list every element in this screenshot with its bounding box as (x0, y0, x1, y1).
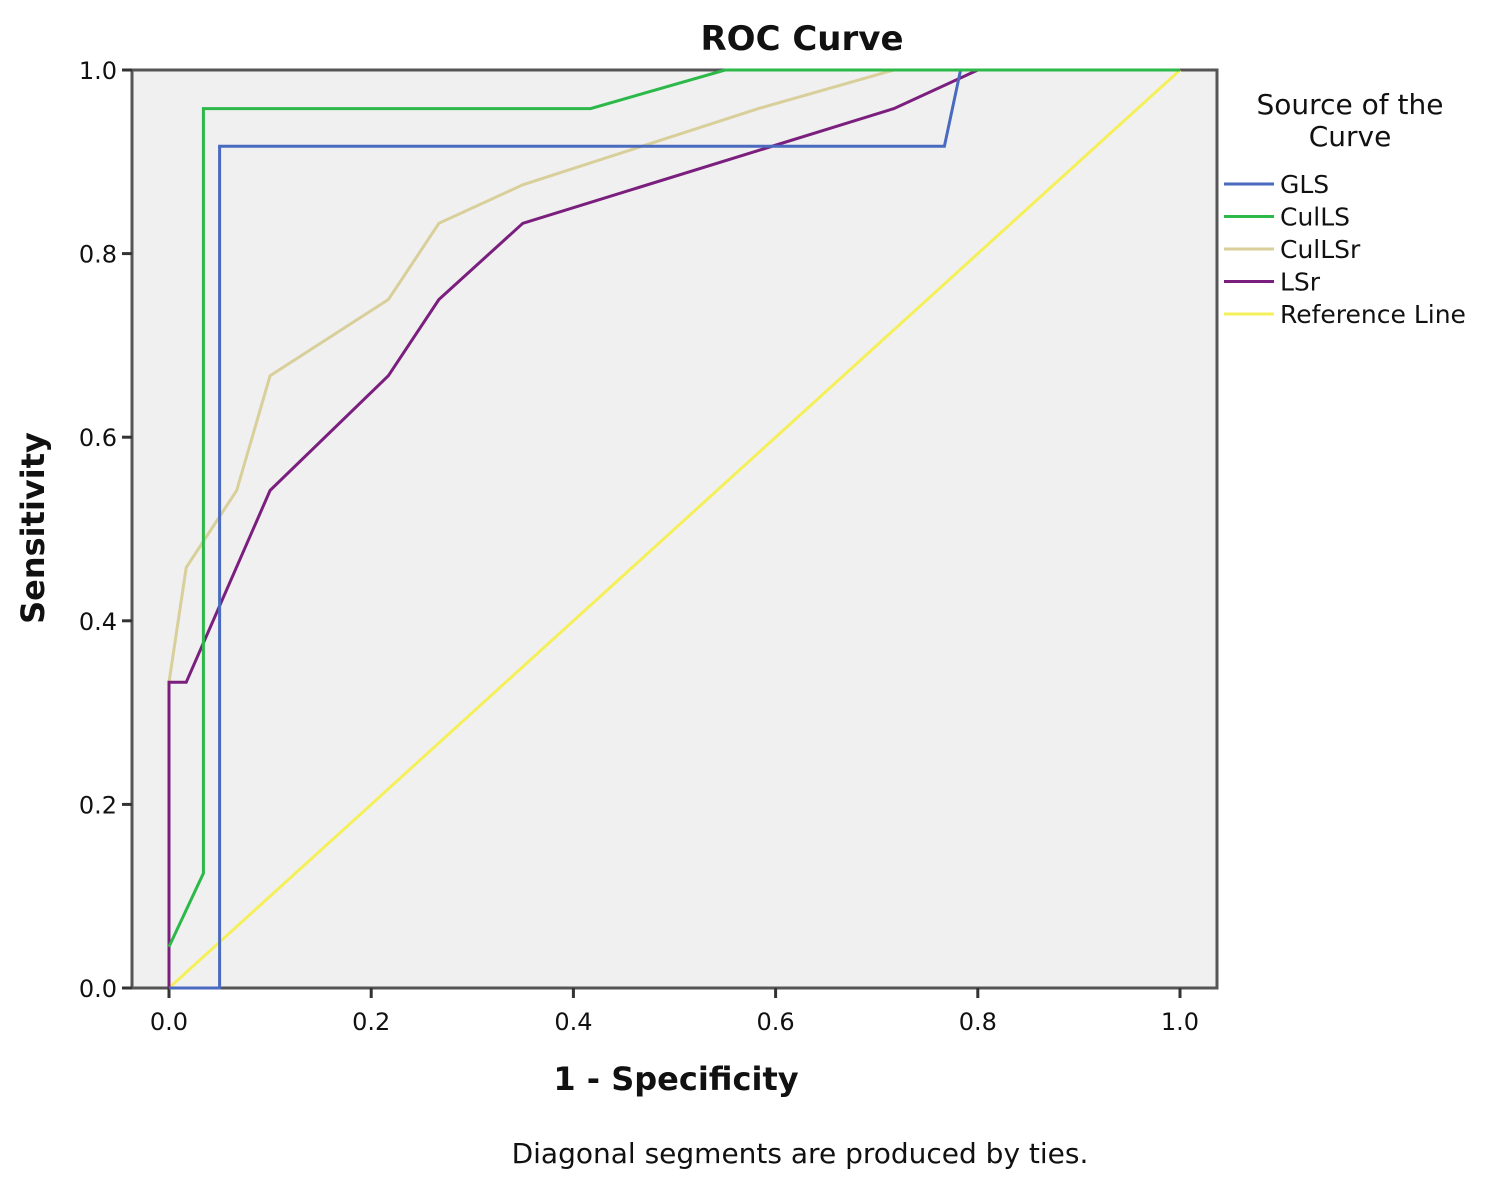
x-tick-label: 0.8 (959, 1008, 997, 1036)
x-tick-label: 0.2 (352, 1008, 390, 1036)
y-tick-label: 0.8 (79, 241, 117, 269)
legend-label: LSr (1280, 268, 1321, 297)
y-tick-label: 0.2 (79, 791, 117, 819)
series-line-reference-line (167, 68, 1182, 990)
chart-title: ROC Curve (700, 19, 903, 59)
x-tick-label: 0.4 (554, 1008, 592, 1036)
legend-label: Reference Line (1280, 300, 1466, 329)
legend-item: LSr (1224, 268, 1321, 297)
y-tick-label: 0.4 (79, 608, 117, 636)
legend-title: Source of the (1257, 88, 1444, 121)
y-axis-label: Sensitivity (14, 432, 52, 624)
legend-label: CulLSr (1280, 235, 1361, 264)
legend-title: Curve (1309, 120, 1392, 153)
x-tick-label: 1.0 (1161, 1008, 1199, 1036)
footnote: Diagonal segments are produced by ties. (512, 1137, 1089, 1170)
legend-item: CulLS (1224, 203, 1350, 232)
series-line-cullsr (167, 68, 1180, 683)
x-tick-label: 0.0 (150, 1008, 188, 1036)
legend-label: GLS (1280, 170, 1329, 199)
y-tick-label: 0.0 (79, 975, 117, 1003)
legend-label: CulLS (1280, 203, 1350, 232)
y-tick-label: 0.6 (79, 424, 117, 452)
legend-item: CulLSr (1224, 235, 1361, 264)
legend-item: GLS (1224, 170, 1329, 199)
series-line-lsr (167, 68, 1180, 988)
x-axis-label: 1 - Specificity (553, 1060, 798, 1098)
y-tick-label: 1.0 (79, 57, 117, 85)
legend: Source of the Curve GLS CulLS CulLSr LSr Ref… (1224, 88, 1466, 329)
x-tick-label: 0.6 (757, 1008, 795, 1036)
legend-item: Reference Line (1224, 300, 1466, 329)
series-line-culls (167, 68, 1180, 948)
